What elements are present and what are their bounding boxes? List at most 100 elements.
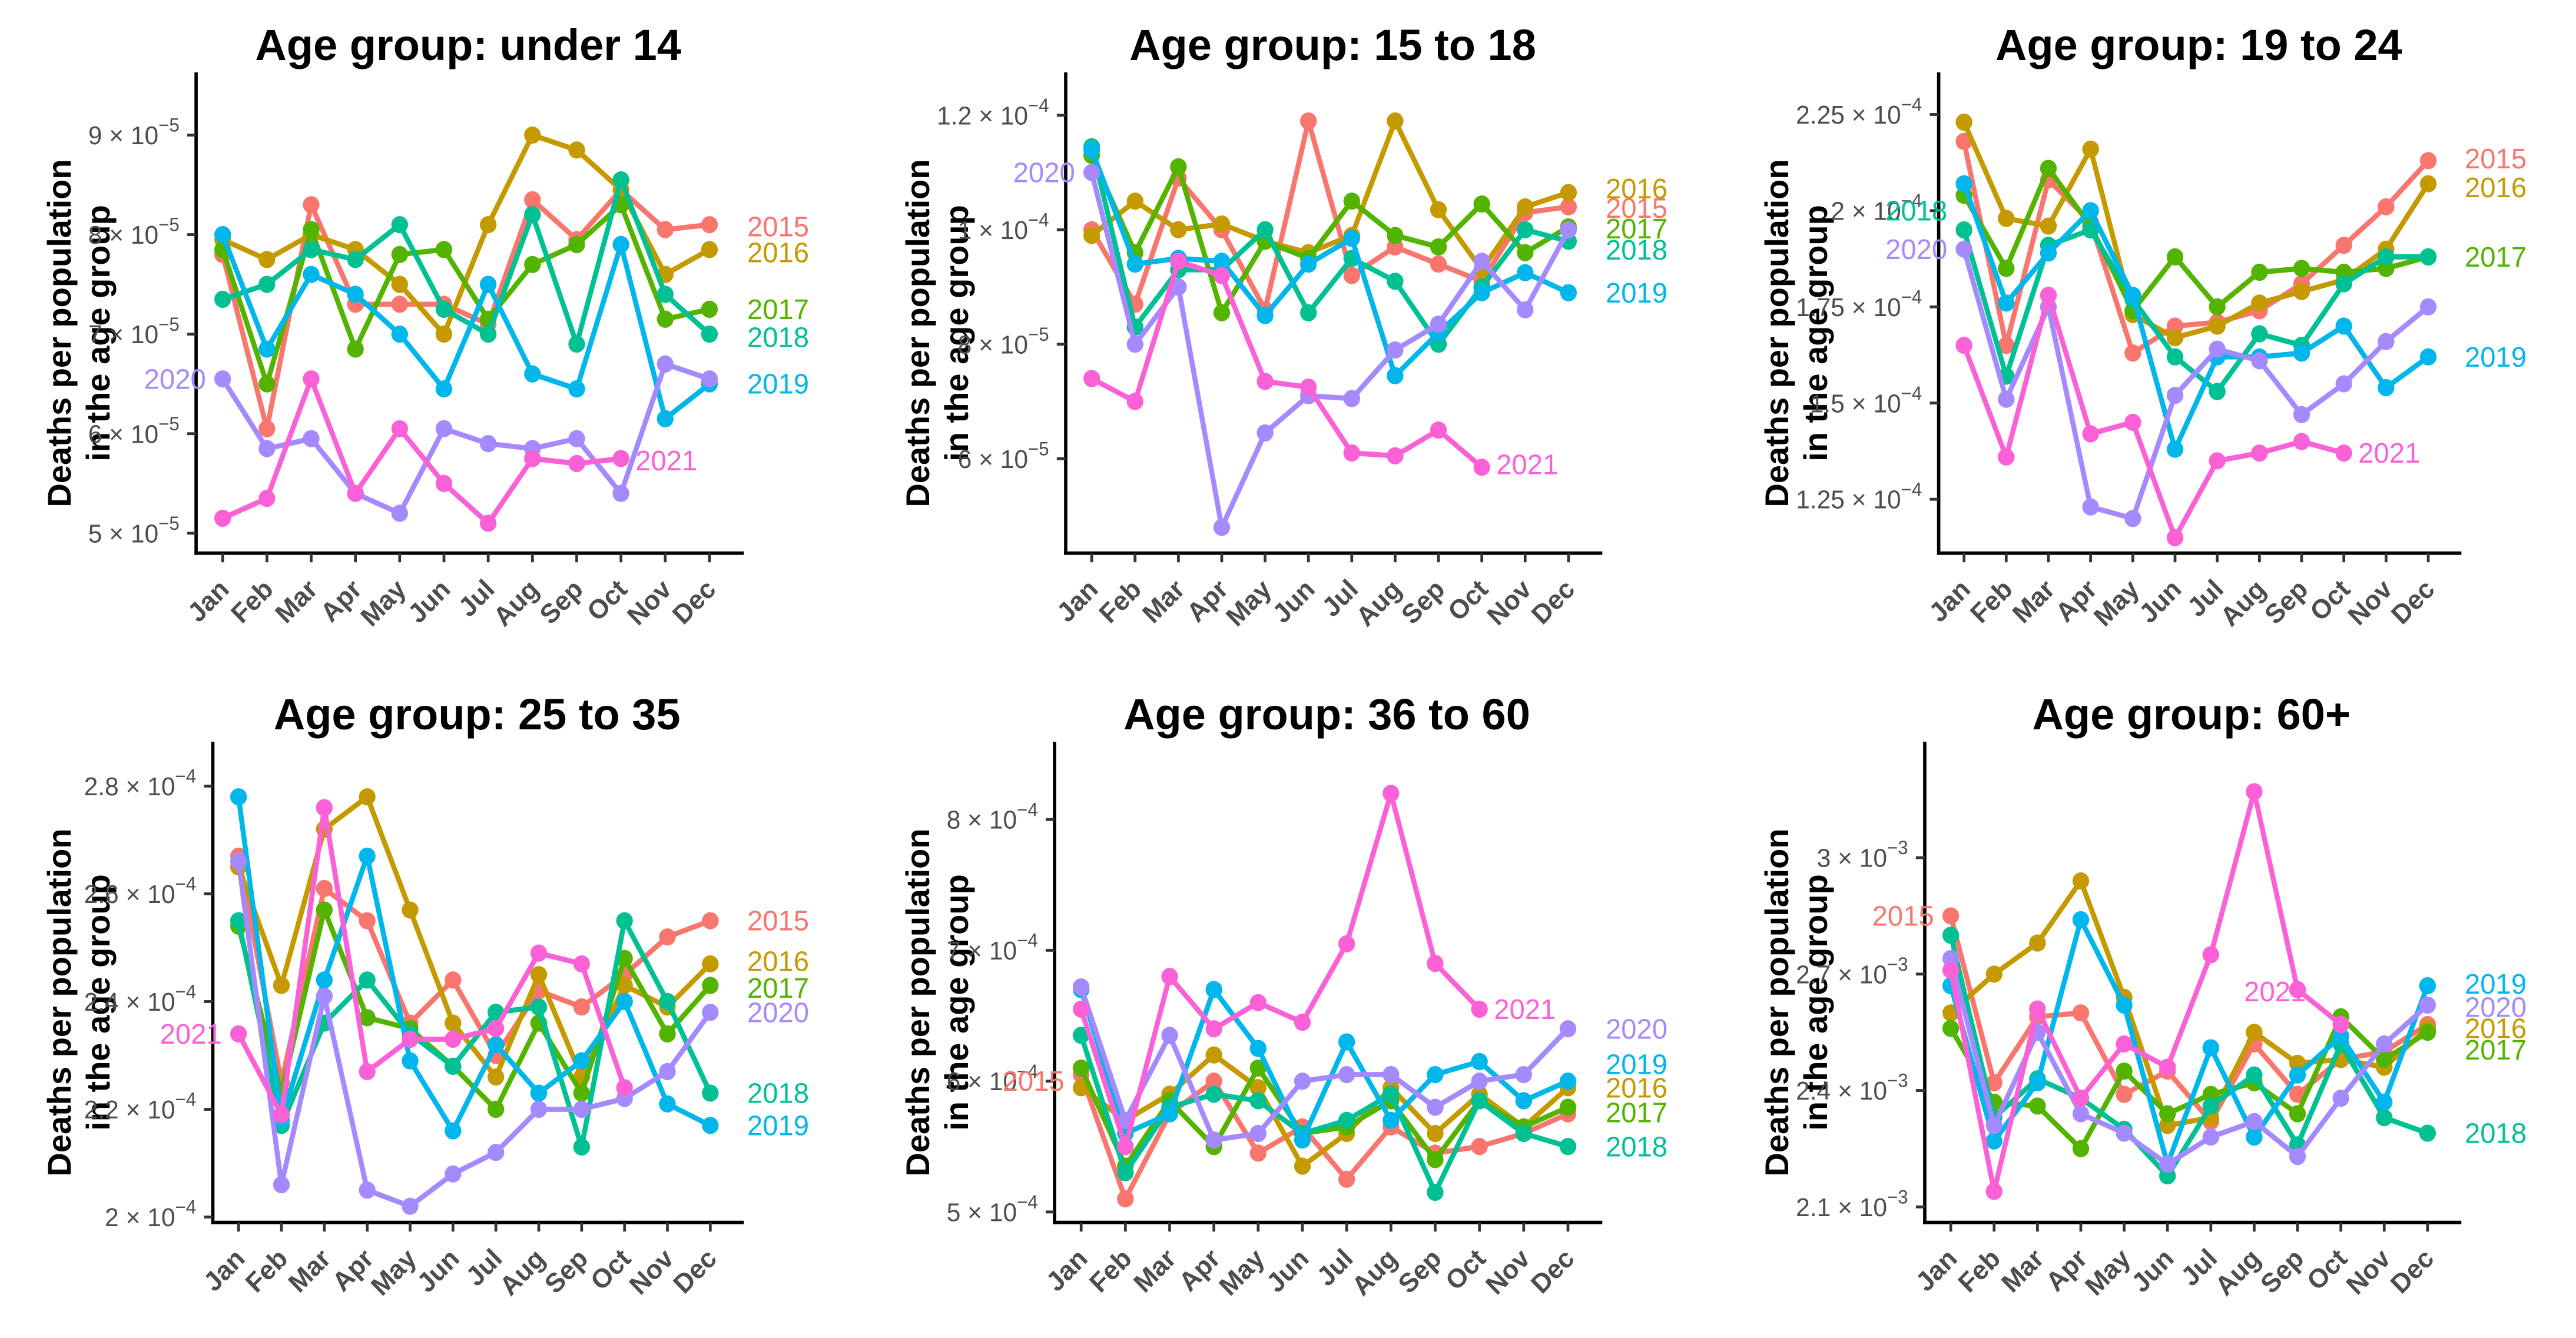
x-tick-label: Jan bbox=[1909, 1243, 1962, 1297]
data-point bbox=[1387, 112, 1404, 130]
panel-title: Age group: under 14 bbox=[255, 21, 681, 69]
data-point bbox=[1383, 1111, 1400, 1129]
data-point bbox=[2209, 383, 2226, 400]
series-year-label: 2015 bbox=[2465, 144, 2527, 175]
data-point bbox=[524, 126, 541, 144]
data-point bbox=[2293, 283, 2310, 300]
data-point bbox=[1083, 227, 1100, 244]
data-point bbox=[445, 1014, 462, 1032]
data-point bbox=[659, 1025, 676, 1042]
data-point bbox=[659, 1095, 676, 1113]
data-point bbox=[2419, 1023, 2436, 1041]
series-year-label: 2015 bbox=[1003, 1065, 1065, 1097]
data-point bbox=[2419, 298, 2436, 316]
data-point bbox=[1383, 1065, 1400, 1083]
data-point bbox=[2335, 444, 2352, 462]
data-point bbox=[347, 340, 364, 358]
x-tick-label: Nov bbox=[621, 573, 677, 631]
x-tick-label: Oct bbox=[1440, 1243, 1491, 1296]
data-point bbox=[258, 275, 276, 293]
series-year-label: 2021 bbox=[160, 1018, 222, 1050]
data-point bbox=[435, 241, 453, 258]
data-point bbox=[445, 1057, 462, 1075]
x-tick-label: Jun bbox=[1267, 573, 1320, 629]
data-point bbox=[2209, 340, 2226, 358]
data-point bbox=[230, 912, 247, 929]
data-point bbox=[2250, 325, 2268, 343]
x-tick-label: Nov bbox=[2342, 573, 2398, 631]
data-point bbox=[1517, 221, 1534, 238]
data-point bbox=[524, 365, 541, 383]
data-point bbox=[1249, 1091, 1267, 1110]
x-tick-label: May bbox=[2079, 1243, 2136, 1301]
y-tick-label: 5 × 10−5 bbox=[88, 513, 180, 549]
data-point bbox=[2332, 1015, 2349, 1033]
data-point bbox=[435, 326, 453, 343]
x-tick-label: Jan bbox=[1923, 573, 1976, 628]
series-line-2019 bbox=[1948, 917, 2430, 1167]
data-point bbox=[1249, 1124, 1267, 1142]
data-point bbox=[2082, 202, 2099, 220]
data-point bbox=[1170, 221, 1187, 238]
data-point bbox=[1083, 370, 1100, 387]
data-point bbox=[2166, 529, 2183, 547]
data-point bbox=[273, 976, 290, 994]
data-point bbox=[702, 976, 719, 994]
series-line-2018 bbox=[236, 918, 713, 1150]
data-point bbox=[2040, 244, 2057, 262]
data-point bbox=[1560, 284, 1577, 301]
series-year-label: 2017 bbox=[2465, 1034, 2527, 1066]
data-point bbox=[2245, 1023, 2263, 1041]
data-point bbox=[435, 420, 453, 437]
x-tick-label: Aug bbox=[1346, 1243, 1403, 1301]
series-year-label: 2015 bbox=[1606, 192, 1667, 224]
data-point bbox=[568, 141, 585, 159]
data-point bbox=[530, 1084, 548, 1102]
data-point bbox=[1170, 253, 1187, 270]
data-point bbox=[702, 912, 719, 929]
y-tick-label: 5 × 10−4 bbox=[947, 1191, 1038, 1227]
data-point bbox=[258, 340, 276, 358]
data-point bbox=[1256, 373, 1274, 390]
data-point bbox=[2082, 221, 2099, 239]
data-point bbox=[2375, 1093, 2393, 1111]
data-point bbox=[1214, 519, 1231, 536]
data-point bbox=[2202, 1128, 2219, 1146]
data-point bbox=[657, 410, 674, 427]
data-point bbox=[445, 971, 462, 988]
data-point bbox=[1214, 304, 1231, 321]
series-year-label: 2016 bbox=[1606, 1072, 1667, 1104]
panel-title: Age group: 25 to 35 bbox=[273, 689, 681, 739]
data-point bbox=[530, 1100, 548, 1118]
data-point bbox=[391, 216, 408, 234]
data-point bbox=[2293, 433, 2310, 450]
series-year-label: 2019 bbox=[1606, 277, 1667, 309]
y-tick-label: 6 × 10−5 bbox=[88, 413, 180, 449]
series-year-label: 2020 bbox=[1885, 234, 1947, 265]
series-year-label: 2018 bbox=[1606, 234, 1667, 266]
data-point bbox=[573, 955, 591, 972]
data-point bbox=[659, 1063, 676, 1080]
data-point bbox=[573, 1084, 591, 1102]
x-tick-label: Dec bbox=[667, 573, 721, 630]
data-point bbox=[1249, 994, 1267, 1011]
series-line-2021 bbox=[236, 805, 627, 1117]
data-point bbox=[568, 380, 585, 398]
data-point bbox=[1343, 390, 1361, 407]
data-point bbox=[347, 484, 364, 502]
data-point bbox=[2116, 1035, 2133, 1053]
data-point bbox=[1205, 1046, 1223, 1064]
x-tick-label: Jun bbox=[2126, 1243, 2179, 1298]
x-tick-label: Aug bbox=[494, 1243, 551, 1301]
data-point bbox=[1427, 1124, 1444, 1142]
data-point bbox=[573, 1052, 591, 1070]
y-tick-label: 2 × 10−4 bbox=[105, 1196, 196, 1232]
series-line-2017 bbox=[1089, 152, 1572, 316]
data-point bbox=[2250, 294, 2268, 312]
data-point bbox=[1170, 158, 1187, 175]
plot-area-19-to-24: 2.25 × 10−42 × 10−41.75 × 10−41.5 × 10−4… bbox=[1796, 72, 2527, 632]
y-tick-label: 7 × 10−4 bbox=[947, 929, 1038, 965]
data-point bbox=[1343, 267, 1361, 284]
x-tick-label: Nov bbox=[1480, 1243, 1536, 1300]
data-point bbox=[2419, 175, 2436, 192]
